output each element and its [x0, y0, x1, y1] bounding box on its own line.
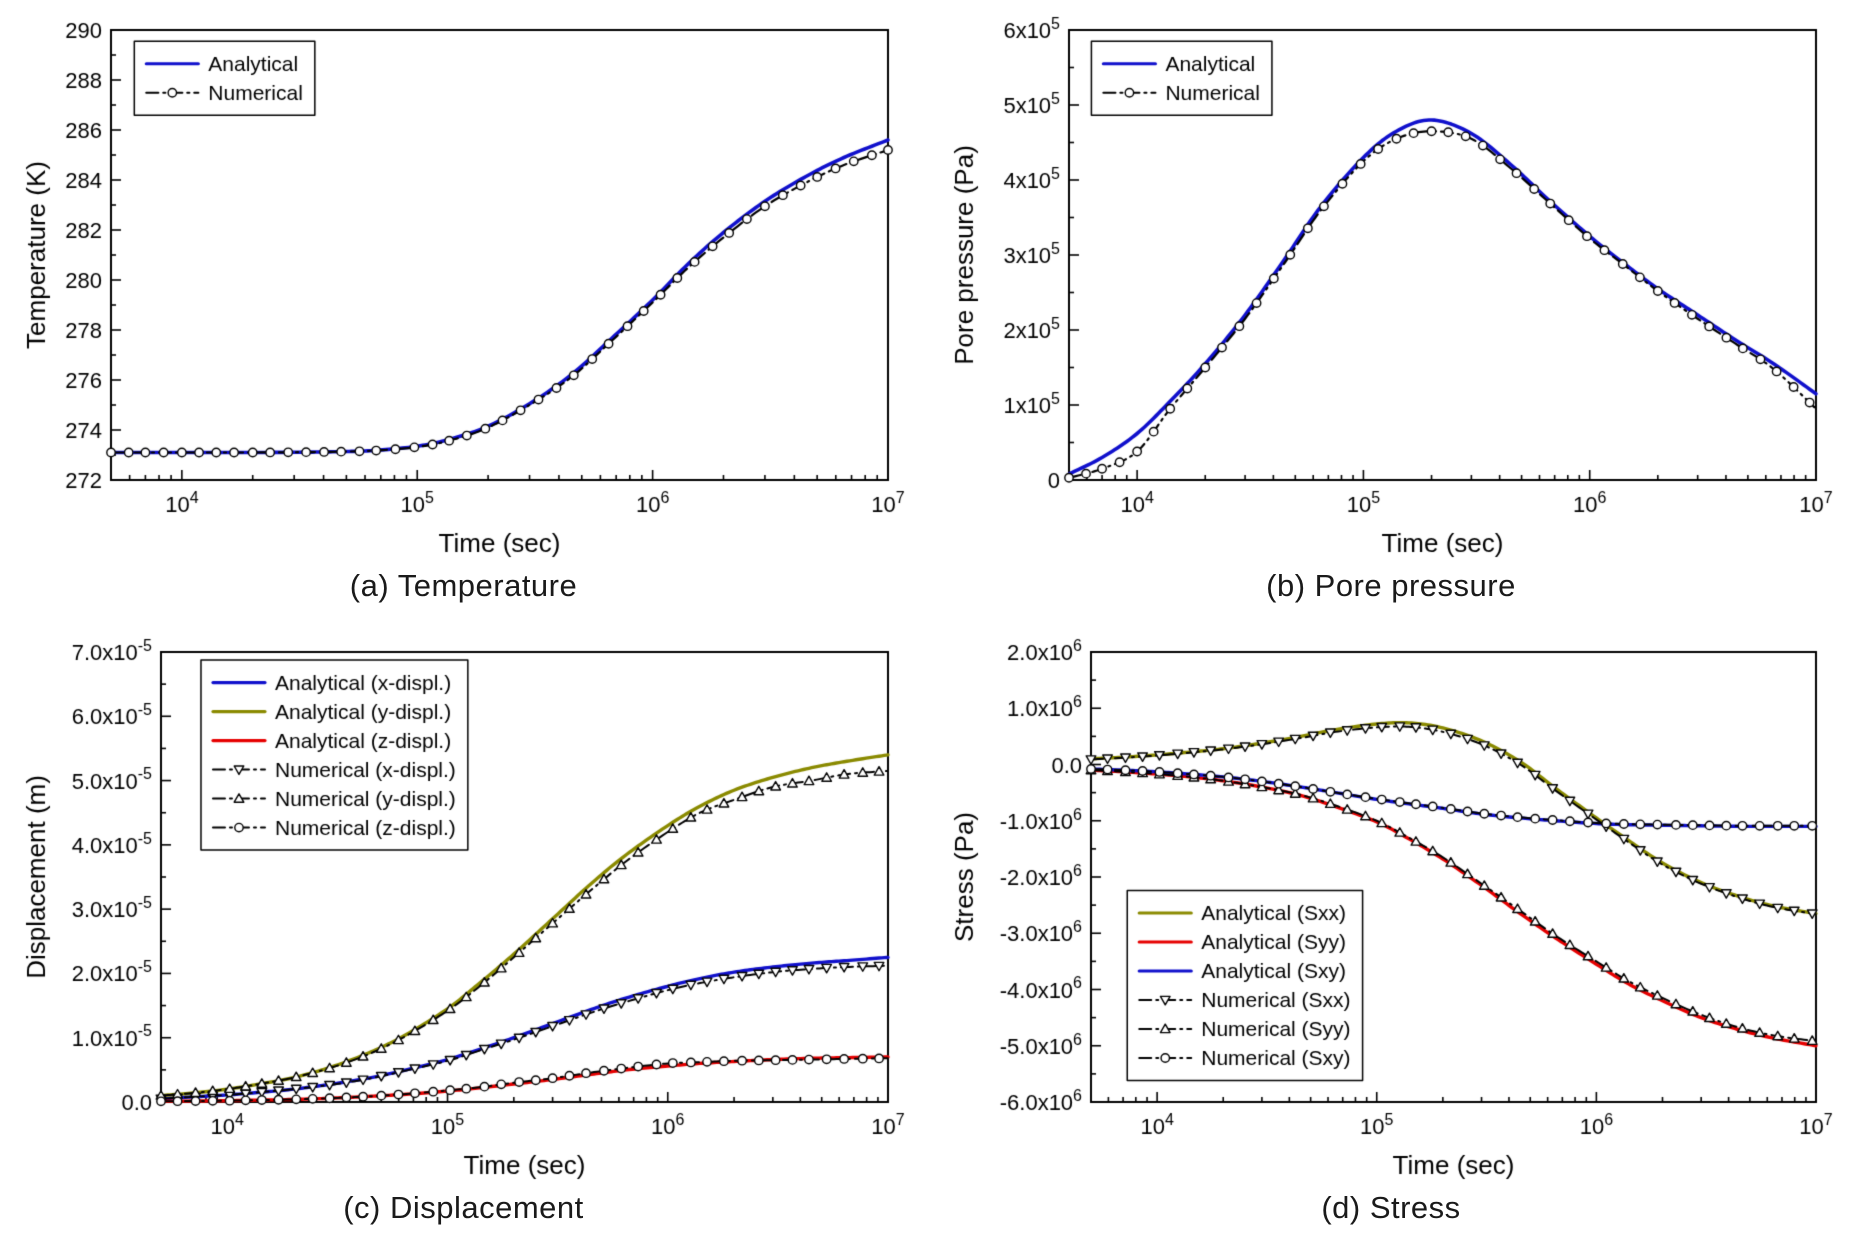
caption-temperature: (a) Temperature: [349, 568, 578, 603]
panel-stress: (d) Stress: [927, 622, 1855, 1244]
pore-pressure-chart: [938, 14, 1844, 566]
panel-temperature: (a) Temperature: [0, 0, 927, 622]
caption-displacement: (c) Displacement: [343, 1190, 584, 1225]
panel-displacement: (c) Displacement: [0, 622, 927, 1244]
displacement-chart: [11, 636, 916, 1188]
temperature-chart: [11, 14, 916, 566]
caption-stress: (d) Stress: [1321, 1190, 1461, 1225]
stress-chart: [938, 636, 1844, 1188]
panel-pore-pressure: (b) Pore pressure: [927, 0, 1855, 622]
caption-pore-pressure: (b) Pore pressure: [1266, 568, 1516, 603]
